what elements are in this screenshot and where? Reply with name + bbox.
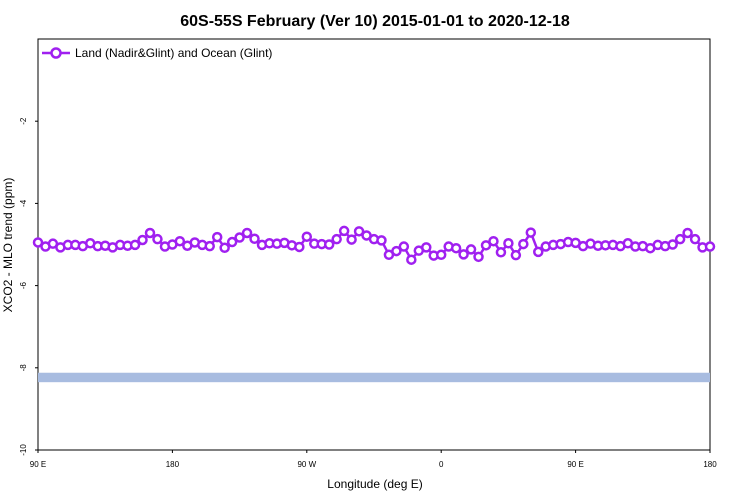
data-point bbox=[219, 242, 230, 254]
data-point bbox=[406, 254, 417, 265]
data-point bbox=[674, 233, 686, 245]
data-point bbox=[533, 246, 544, 258]
data-point bbox=[689, 233, 701, 245]
data-point bbox=[421, 242, 432, 253]
data-point bbox=[465, 244, 477, 255]
band-layer bbox=[38, 372, 710, 383]
x-tick-label: 0 bbox=[439, 460, 444, 469]
data-point bbox=[129, 239, 141, 251]
legend-label: Land (Nadir&Glint) and Ocean (Glint) bbox=[75, 46, 272, 60]
legend: Land (Nadir&Glint) and Ocean (Glint) bbox=[42, 46, 272, 60]
data-point bbox=[338, 225, 350, 237]
data-point bbox=[331, 233, 342, 245]
y-tick-label: -2 bbox=[19, 117, 28, 125]
data-point bbox=[667, 239, 678, 250]
x-tick-label: 90 E bbox=[30, 460, 46, 469]
data-point bbox=[346, 234, 357, 245]
data-point bbox=[234, 232, 245, 243]
data-point bbox=[488, 235, 499, 247]
data-point bbox=[144, 227, 156, 239]
x-tick-label: 180 bbox=[166, 460, 180, 469]
x-tick-label: 90 W bbox=[297, 460, 316, 469]
data-point bbox=[294, 241, 305, 253]
data-point bbox=[174, 235, 186, 247]
data-point bbox=[152, 233, 163, 245]
data-point bbox=[682, 227, 693, 239]
chart-title: 60S-55S February (Ver 10) 2015-01-01 to … bbox=[180, 13, 570, 30]
data-point bbox=[398, 241, 410, 252]
data-point bbox=[503, 238, 514, 249]
data-point bbox=[450, 242, 462, 254]
data-point bbox=[226, 236, 238, 248]
x-axis: 90 E 180 90 W 0 90 E 180 bbox=[30, 450, 717, 469]
data-point bbox=[435, 249, 447, 261]
data-point bbox=[518, 238, 529, 250]
y-tick-label: -8 bbox=[19, 364, 28, 372]
x-axis-label: Longitude (deg E) bbox=[327, 477, 422, 491]
data-point bbox=[323, 239, 335, 250]
data-point bbox=[301, 231, 313, 242]
data-point bbox=[241, 227, 253, 239]
data-point bbox=[137, 234, 148, 246]
data-point bbox=[211, 231, 223, 243]
data-point bbox=[510, 249, 522, 261]
data-point bbox=[32, 237, 44, 248]
y-tick-label: -6 bbox=[19, 281, 28, 289]
y-axis: -10 -8 -6 -4 -2 bbox=[19, 117, 38, 456]
data-point bbox=[249, 233, 260, 244]
data-point bbox=[204, 240, 215, 252]
data-point bbox=[473, 251, 484, 263]
legend-marker bbox=[50, 47, 62, 59]
data-point bbox=[458, 249, 469, 260]
data-point bbox=[480, 240, 492, 251]
data-point bbox=[376, 235, 387, 246]
y-axis-label: XCO2 - MLO trend (ppm) bbox=[1, 178, 15, 313]
x-tick-label: 180 bbox=[703, 460, 717, 469]
data-point bbox=[391, 245, 402, 257]
data-point bbox=[353, 226, 365, 237]
y-tick-label: -4 bbox=[19, 199, 28, 207]
data-point bbox=[495, 247, 507, 258]
data-point bbox=[525, 227, 537, 238]
x-tick-label: 90 E bbox=[567, 460, 583, 469]
data-point bbox=[704, 241, 716, 252]
data-band bbox=[38, 372, 710, 383]
series-layer bbox=[32, 225, 716, 265]
y-tick-label: -10 bbox=[19, 444, 28, 456]
